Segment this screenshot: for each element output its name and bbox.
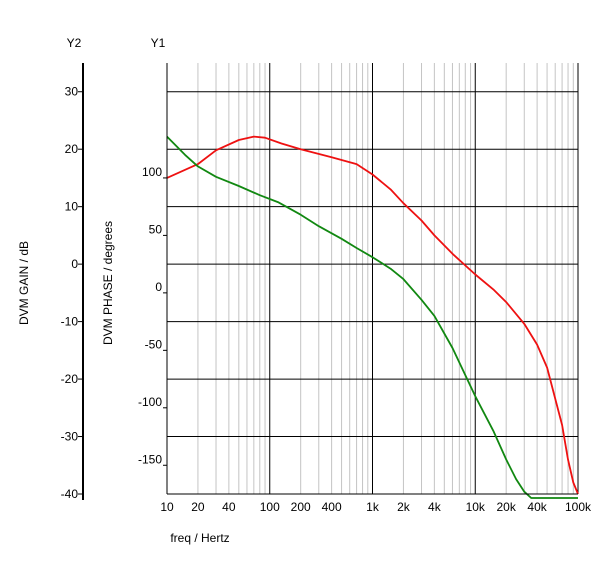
y2-tick-label: 10 bbox=[65, 200, 79, 214]
x-tick-labels: 10 20 40 100 200 400 1k 2k 4k 10k 20k 40k 100k bbox=[160, 500, 592, 514]
x-tick-label: 2k bbox=[397, 500, 411, 514]
axes bbox=[82, 63, 578, 500]
x-tick-label: 20 bbox=[191, 500, 205, 514]
series-line-2 bbox=[166, 135, 578, 499]
y1-tick-label: -50 bbox=[145, 337, 163, 351]
x-tick-label: 100k bbox=[565, 500, 592, 514]
y2-tick-label: -10 bbox=[61, 315, 79, 329]
y2-tick-label: -20 bbox=[61, 372, 79, 386]
x-tick-label: 400 bbox=[322, 500, 342, 514]
y1-tick-label: -100 bbox=[138, 395, 162, 409]
x-tick-label: 40 bbox=[222, 500, 236, 514]
x-tick-label: 200 bbox=[291, 500, 311, 514]
x-tick-label: 10 bbox=[160, 500, 174, 514]
x-tick-label: 10k bbox=[466, 500, 486, 514]
y1-axis-title: Y1 bbox=[151, 36, 166, 50]
y1-axis-label: DVM PHASE / degrees bbox=[101, 221, 115, 345]
series-line-1 bbox=[166, 135, 579, 495]
series-group bbox=[166, 135, 579, 499]
x-tick-label: 1k bbox=[366, 500, 380, 514]
y1-tick-labels: 100 50 0 -50 -100 -150 bbox=[138, 165, 167, 466]
x-tick-label: 4k bbox=[428, 500, 442, 514]
y2-tick-label: 20 bbox=[65, 142, 79, 156]
y2-tick-label: 0 bbox=[71, 257, 78, 271]
y2-axis-label: DVM GAIN / dB bbox=[17, 241, 31, 325]
y2-tick-label: 30 bbox=[65, 85, 79, 99]
x-tick-label: 40k bbox=[527, 500, 547, 514]
x-tick-label: 100 bbox=[260, 500, 280, 514]
y2-axis-title: Y2 bbox=[67, 36, 82, 50]
x-axis-label: freq / Hertz bbox=[170, 531, 229, 545]
y2-tick-label: -30 bbox=[61, 430, 79, 444]
y2-tick-label: -40 bbox=[61, 487, 79, 501]
x-tick-label: 20k bbox=[497, 500, 517, 514]
y1-tick-label: 100 bbox=[142, 165, 162, 179]
y2-tick-labels: 30 20 10 0 -10 -20 -30 -40 bbox=[61, 85, 83, 501]
y1-tick-label: 0 bbox=[155, 280, 162, 294]
y1-tick-label: 50 bbox=[149, 222, 163, 236]
y1-tick-label: -150 bbox=[138, 452, 162, 466]
grid bbox=[166, 63, 579, 495]
